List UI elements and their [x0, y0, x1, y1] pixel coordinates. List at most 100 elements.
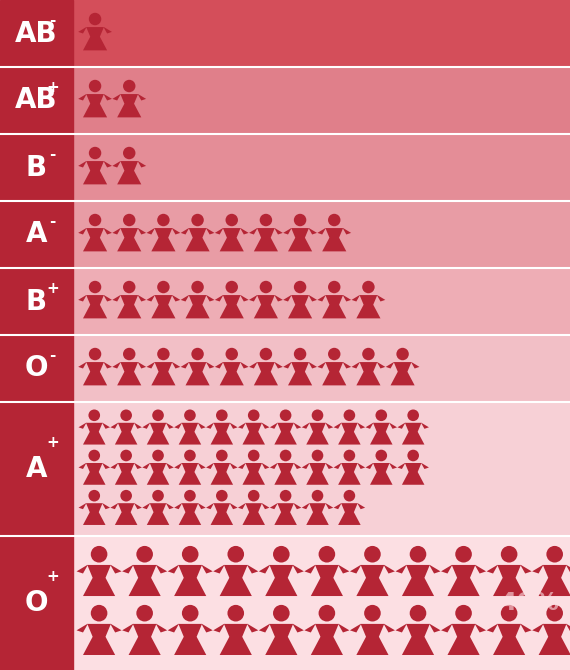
Circle shape [362, 281, 374, 293]
Polygon shape [475, 565, 486, 574]
Polygon shape [441, 565, 453, 574]
Polygon shape [147, 463, 169, 485]
Polygon shape [79, 423, 87, 429]
Circle shape [455, 605, 472, 622]
Polygon shape [142, 503, 150, 509]
Polygon shape [520, 565, 532, 574]
Polygon shape [142, 463, 150, 469]
Bar [73, 402, 570, 536]
Polygon shape [396, 624, 407, 632]
Polygon shape [254, 295, 278, 318]
Polygon shape [262, 423, 270, 429]
Polygon shape [206, 228, 214, 234]
Circle shape [344, 490, 355, 502]
Polygon shape [230, 423, 238, 429]
Polygon shape [78, 295, 87, 302]
Text: 1%: 1% [518, 21, 560, 46]
Polygon shape [210, 463, 233, 485]
Polygon shape [219, 362, 244, 385]
Polygon shape [247, 624, 258, 632]
Polygon shape [389, 423, 397, 429]
Polygon shape [79, 503, 87, 509]
Circle shape [547, 546, 563, 563]
Circle shape [312, 490, 323, 502]
Polygon shape [201, 565, 213, 574]
Polygon shape [325, 423, 333, 429]
Polygon shape [168, 565, 179, 574]
Circle shape [216, 450, 227, 462]
Polygon shape [350, 624, 361, 632]
Polygon shape [215, 362, 223, 368]
Circle shape [120, 450, 132, 462]
Text: 8%: 8% [518, 289, 560, 314]
Polygon shape [238, 423, 246, 429]
Polygon shape [198, 463, 206, 469]
Circle shape [294, 348, 306, 360]
Polygon shape [311, 565, 343, 596]
Text: -: - [50, 348, 56, 362]
Circle shape [501, 605, 518, 622]
Circle shape [455, 546, 472, 563]
Polygon shape [168, 624, 179, 632]
Polygon shape [117, 94, 141, 117]
Polygon shape [302, 463, 310, 469]
Polygon shape [487, 624, 498, 632]
Polygon shape [138, 228, 146, 234]
Polygon shape [166, 503, 174, 509]
Polygon shape [247, 565, 258, 574]
Bar [73, 0, 570, 67]
Polygon shape [539, 624, 570, 655]
Circle shape [312, 409, 323, 421]
Polygon shape [274, 503, 297, 525]
Polygon shape [302, 503, 310, 509]
Circle shape [152, 490, 164, 502]
Polygon shape [102, 463, 110, 469]
Polygon shape [249, 362, 258, 368]
Bar [73, 268, 570, 335]
Polygon shape [213, 565, 225, 574]
Polygon shape [83, 423, 105, 445]
Circle shape [123, 80, 136, 92]
Circle shape [294, 281, 306, 293]
Polygon shape [134, 423, 142, 429]
Polygon shape [288, 228, 312, 251]
Polygon shape [566, 624, 570, 632]
Polygon shape [156, 624, 167, 632]
Polygon shape [83, 565, 115, 596]
Circle shape [294, 214, 306, 226]
Text: AB: AB [15, 86, 58, 115]
Polygon shape [487, 565, 498, 574]
Circle shape [184, 490, 196, 502]
Polygon shape [292, 624, 304, 632]
Polygon shape [262, 503, 270, 509]
Bar [0, 0, 73, 670]
Polygon shape [104, 362, 112, 368]
Polygon shape [242, 423, 265, 445]
Polygon shape [429, 565, 441, 574]
Polygon shape [174, 423, 182, 429]
Polygon shape [294, 423, 302, 429]
Polygon shape [206, 295, 214, 302]
Text: AB: AB [15, 19, 58, 48]
Polygon shape [206, 362, 214, 368]
Circle shape [344, 450, 355, 462]
Circle shape [89, 348, 101, 360]
Bar [73, 335, 570, 402]
Text: -: - [50, 13, 56, 27]
Polygon shape [117, 362, 141, 385]
Circle shape [216, 490, 227, 502]
Circle shape [376, 409, 387, 421]
Polygon shape [338, 503, 361, 525]
Circle shape [280, 450, 291, 462]
Circle shape [182, 546, 198, 563]
Circle shape [226, 281, 238, 293]
Polygon shape [308, 362, 317, 368]
Polygon shape [311, 624, 343, 655]
Polygon shape [206, 463, 214, 469]
Text: B: B [26, 287, 47, 316]
Polygon shape [206, 503, 214, 509]
Polygon shape [259, 565, 270, 574]
Polygon shape [174, 503, 182, 509]
Polygon shape [138, 94, 146, 100]
Polygon shape [181, 362, 189, 368]
